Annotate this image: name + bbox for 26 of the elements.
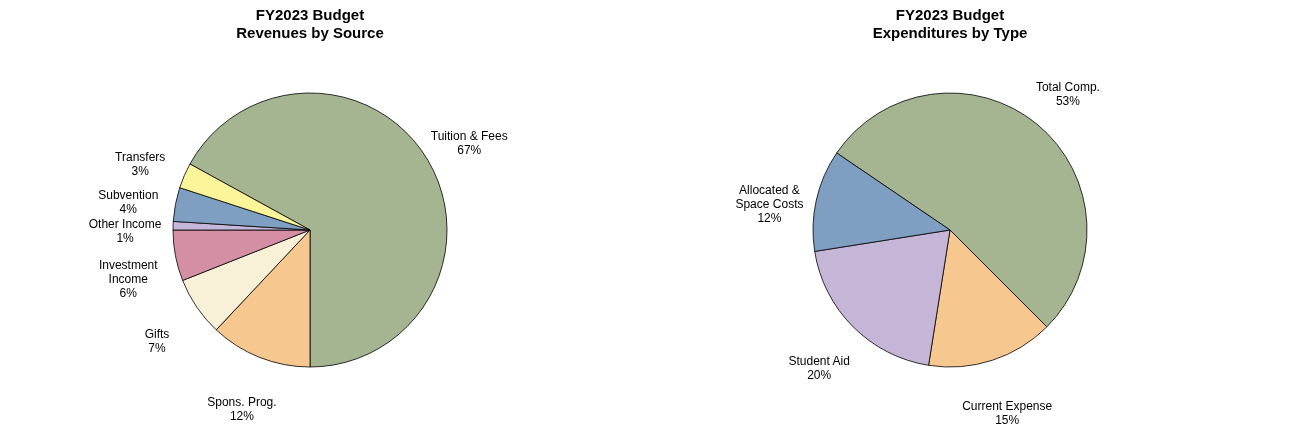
slice-label: Tuition & Fees <box>430 128 508 143</box>
slice-label: Transfers <box>115 149 166 164</box>
data-label: 4% <box>119 202 138 217</box>
data-label: 15% <box>995 412 1020 427</box>
slice-label: Student Aid <box>788 353 850 368</box>
slice-label: Spons. Prog. <box>207 395 277 410</box>
slice-label: Current Expense <box>962 398 1053 413</box>
data-label: 67% <box>457 142 482 157</box>
slice-label: Subvention <box>98 188 159 203</box>
slice-label: Other Income <box>88 217 162 232</box>
slice-label: Gifts <box>144 326 170 341</box>
data-label: 20% <box>807 367 832 382</box>
data-label: 6% <box>119 285 138 300</box>
data-label: 3% <box>131 163 150 178</box>
data-label: 12% <box>757 210 782 225</box>
chart-title: FY2023 Budget <box>255 6 365 23</box>
data-label: 7% <box>148 340 166 355</box>
slice-label: Investment Income <box>98 257 159 286</box>
data-label: 53% <box>1055 94 1081 109</box>
chart-subtitle: Revenues by Source <box>236 24 384 41</box>
slice-label: Allocated & Space Costs <box>735 182 804 211</box>
slice-label: Total Comp. <box>1035 80 1100 95</box>
data-label: 12% <box>229 409 255 424</box>
chart-title: FY2023 Budget <box>895 6 1005 23</box>
data-label: 1% <box>116 231 135 246</box>
chart-subtitle: Expenditures by Type <box>872 24 1028 41</box>
